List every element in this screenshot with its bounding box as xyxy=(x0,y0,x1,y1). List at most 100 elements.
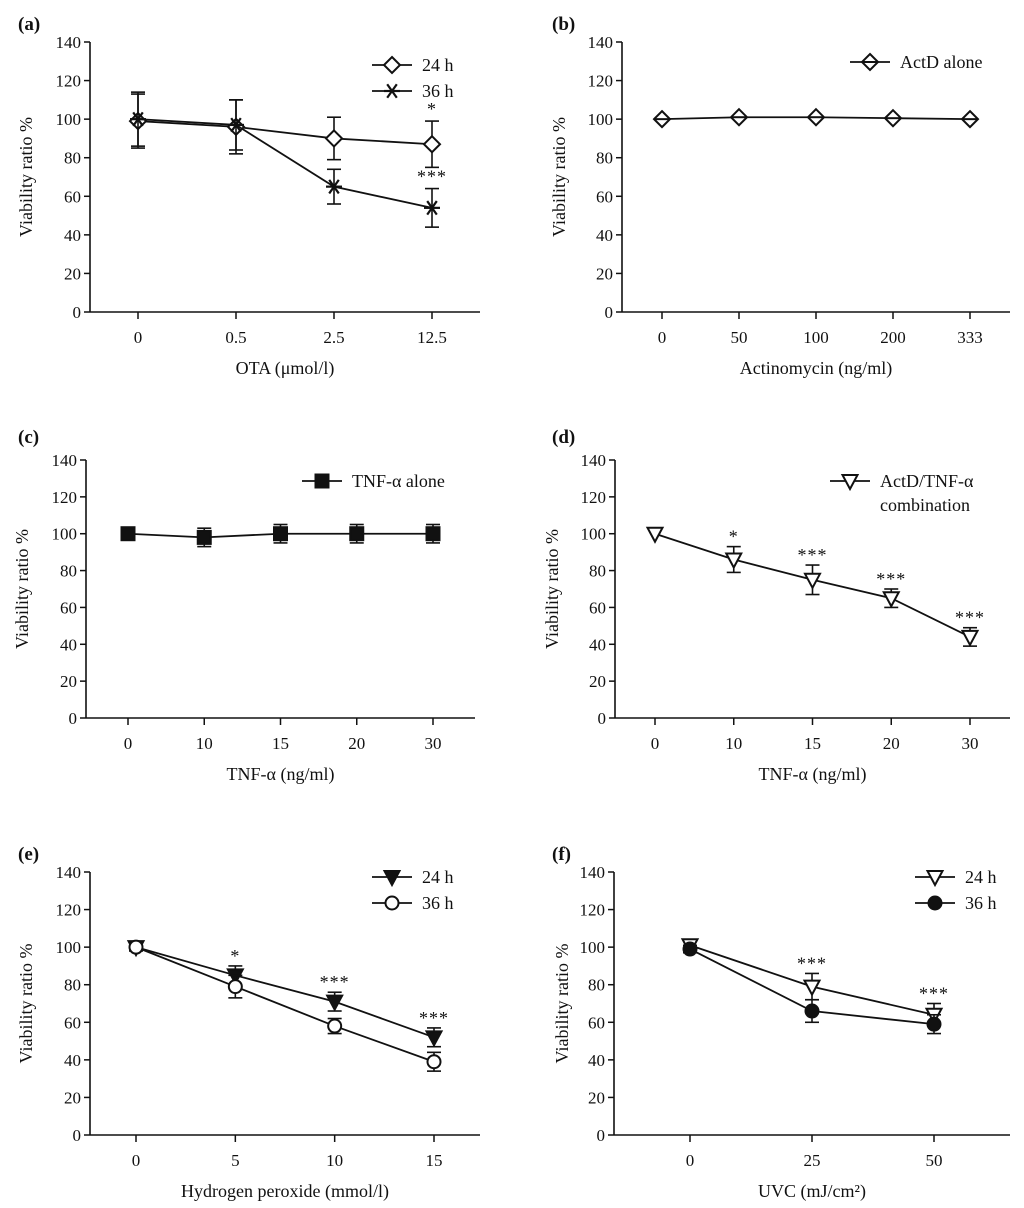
significance-label: *** xyxy=(876,569,906,589)
legend-label: 36 h xyxy=(965,893,997,913)
y-axis-title: Viability ratio % xyxy=(16,117,36,237)
y-tick-label: 80 xyxy=(588,976,605,995)
series-line xyxy=(135,946,435,1063)
panel-c: (c) 0 20 40 60 80 100 120 140 0 10 15 20 30 Viability … xyxy=(12,427,475,785)
x-tick-label: 15 xyxy=(804,734,821,753)
y-axis-title: Viability ratio % xyxy=(549,117,569,237)
series-line xyxy=(137,118,433,209)
y-tick-label: 80 xyxy=(64,149,81,168)
legend-marker-stroke xyxy=(386,83,398,99)
x-tick-label: 0 xyxy=(134,328,143,347)
y-tick-label: 40 xyxy=(60,635,77,654)
data-point xyxy=(926,1016,942,1032)
legend-marker xyxy=(314,473,330,489)
data-point-stroke xyxy=(132,111,144,127)
x-axis-title: UVC (mJ/cm²) xyxy=(758,1181,866,1202)
panel-label: (e) xyxy=(18,844,39,865)
y-tick-label: 80 xyxy=(596,149,613,168)
x-tick-label: 0 xyxy=(651,734,660,753)
y-tick-label: 140 xyxy=(588,33,614,52)
legend: 24 h 36 h xyxy=(915,867,997,913)
x-tick-label: 20 xyxy=(348,734,365,753)
y-tick-label: 0 xyxy=(73,303,82,322)
y-tick-label: 40 xyxy=(588,1051,605,1070)
y-tick-label: 120 xyxy=(56,901,82,920)
y-tick-label: 40 xyxy=(589,635,606,654)
x-tick-label: 10 xyxy=(725,734,742,753)
data-point-stroke xyxy=(328,179,340,195)
y-tick-label: 100 xyxy=(580,938,606,957)
legend-label: 24 h xyxy=(422,867,454,887)
x-axis-title: TNF-α (ng/ml) xyxy=(759,764,867,785)
x-axis-title: Hydrogen peroxide (mmol/l) xyxy=(181,1181,389,1202)
panel-f: (f) 0 20 40 60 80 100 120 140 0 25 50 Viability rati… xyxy=(552,844,1010,1202)
x-tick-label: 10 xyxy=(326,1151,343,1170)
x-tick-label: 333 xyxy=(957,328,983,347)
x-axis-title: OTA (μmol/l) xyxy=(236,358,335,379)
legend-label: 36 h xyxy=(422,893,454,913)
y-tick-label: 80 xyxy=(589,562,606,581)
data-point xyxy=(804,1003,820,1019)
data-point xyxy=(325,994,344,1012)
x-tick-label: 20 xyxy=(883,734,900,753)
data-point xyxy=(324,129,344,148)
data-point xyxy=(682,941,698,957)
series-2 xyxy=(130,91,440,228)
data-point xyxy=(120,526,136,542)
data-point xyxy=(228,117,244,133)
panel-a: (a) 0 20 40 60 80 100 120 140 0 0.5 2.5 12.5 Viabilit… xyxy=(16,14,480,379)
y-tick-label: 0 xyxy=(597,1126,606,1145)
data-point xyxy=(803,572,822,590)
x-tick-label: 15 xyxy=(426,1151,443,1170)
legend-marker xyxy=(384,895,400,911)
data-point xyxy=(227,979,243,995)
legend-label: 36 h xyxy=(422,81,454,101)
legend-marker xyxy=(384,83,400,99)
series-line xyxy=(135,946,435,1039)
y-tick-label: 0 xyxy=(73,1126,82,1145)
data-point xyxy=(196,529,212,545)
panel-e: (e) 0 20 40 60 80 100 120 140 0 5 10 15 Viability rat… xyxy=(16,844,480,1202)
legend-label: 24 h xyxy=(965,867,997,887)
y-tick-label: 20 xyxy=(64,264,81,283)
y-tick-label: 20 xyxy=(589,672,606,691)
y-tick-label: 0 xyxy=(598,709,607,728)
x-tick-label: 30 xyxy=(425,734,442,753)
series-1 xyxy=(652,107,980,129)
data-point xyxy=(424,1030,444,1048)
x-tick-label: 100 xyxy=(803,328,829,347)
y-tick-label: 140 xyxy=(56,33,82,52)
y-tick-label: 60 xyxy=(588,1013,605,1032)
data-point xyxy=(645,526,665,544)
data-point xyxy=(882,591,901,609)
y-tick-label: 0 xyxy=(69,709,78,728)
y-tick-label: 20 xyxy=(588,1088,605,1107)
y-axis-title: Viability ratio % xyxy=(542,529,562,649)
x-tick-label: 0 xyxy=(658,328,667,347)
panel-b: (b) 0 20 40 60 80 100 120 140 0 50 100 200 333 Viabili… xyxy=(549,14,1010,379)
y-tick-label: 120 xyxy=(588,72,614,91)
data-point xyxy=(724,552,743,570)
x-tick-label: 12.5 xyxy=(417,328,447,347)
legend-label: combination xyxy=(880,495,970,515)
x-tick-label: 50 xyxy=(731,328,748,347)
legend-marker xyxy=(927,895,943,911)
data-point xyxy=(802,979,822,997)
data-point xyxy=(426,1054,442,1070)
y-tick-label: 100 xyxy=(581,525,607,544)
y-tick-label: 20 xyxy=(60,672,77,691)
legend-label: 24 h xyxy=(422,55,454,75)
y-tick-label: 140 xyxy=(56,863,82,882)
y-tick-label: 80 xyxy=(64,976,81,995)
y-tick-label: 60 xyxy=(589,598,606,617)
x-tick-label: 200 xyxy=(880,328,906,347)
series-line xyxy=(137,120,433,146)
y-tick-label: 100 xyxy=(52,525,78,544)
y-tick-label: 120 xyxy=(56,72,82,91)
legend: 24 h 36 h xyxy=(372,867,454,913)
series-1 xyxy=(126,940,444,1048)
y-tick-label: 60 xyxy=(64,187,81,206)
y-tick-label: 100 xyxy=(56,110,82,129)
y-tick-label: 100 xyxy=(56,938,82,957)
